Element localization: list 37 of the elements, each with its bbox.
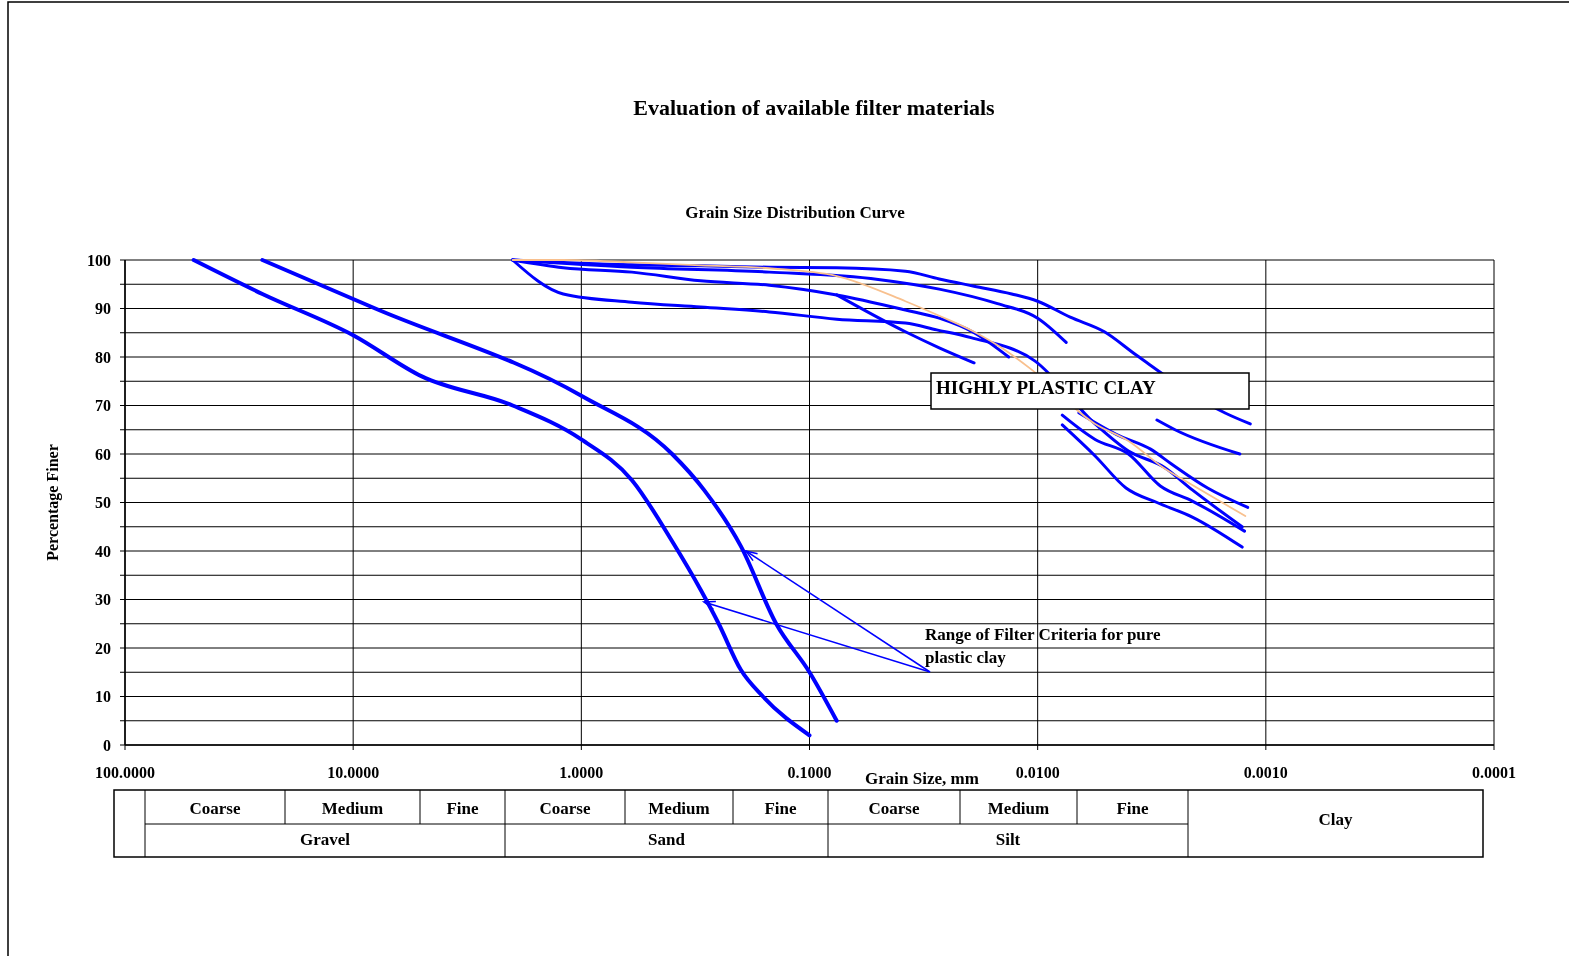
y-tick-label: 20 [95, 639, 111, 657]
y-tick-label: 0 [103, 736, 111, 754]
y-tick-label: 30 [95, 591, 111, 609]
chart-subtitle: Grain Size Distribution Curve [685, 203, 906, 222]
y-tick-label: 10 [95, 688, 111, 706]
x-tick-label: 1.0000 [559, 764, 604, 781]
y-tick-label: 70 [95, 397, 111, 415]
y-axis-title: Percentage Finer [44, 444, 62, 561]
x-axis-title: Grain Size, mm [865, 769, 979, 788]
chart-title: Evaluation of available filter materials [633, 95, 996, 120]
text: Medium [321, 799, 384, 818]
text: Coarse [868, 799, 920, 818]
text: Fine [1116, 799, 1150, 818]
y-tick-label: 60 [95, 445, 111, 463]
x-tick-label: 0.0010 [1243, 764, 1288, 781]
y-tick-label: 50 [95, 494, 111, 512]
y-tick-label: 40 [95, 542, 111, 560]
y-tick-label: 80 [95, 348, 111, 366]
annotation: Range of Filter Criteria for pure plastic clay [925, 625, 1162, 667]
text: Coarse [189, 799, 241, 818]
text: Fine [764, 799, 798, 818]
annotation: HIGHLY PLASTIC CLAY [936, 377, 1156, 398]
x-tick-label: 0.0001 [1472, 764, 1516, 781]
text: Fine [446, 799, 480, 818]
x-tick-label: 0.1000 [787, 764, 832, 781]
x-tick-label: 10.0000 [327, 764, 380, 781]
text: Gravel [299, 830, 351, 849]
text: Clay [1318, 810, 1353, 829]
text: Medium [987, 799, 1050, 818]
y-tick-label: 100 [87, 251, 111, 269]
y-tick-label: 90 [95, 300, 111, 318]
text: Medium [648, 799, 710, 818]
text: Silt [995, 830, 1021, 849]
text: Sand [648, 830, 686, 849]
text: Coarse [539, 799, 591, 818]
x-tick-label: 100.0000 [95, 764, 155, 781]
x-tick-label: 0.0100 [1015, 764, 1060, 781]
